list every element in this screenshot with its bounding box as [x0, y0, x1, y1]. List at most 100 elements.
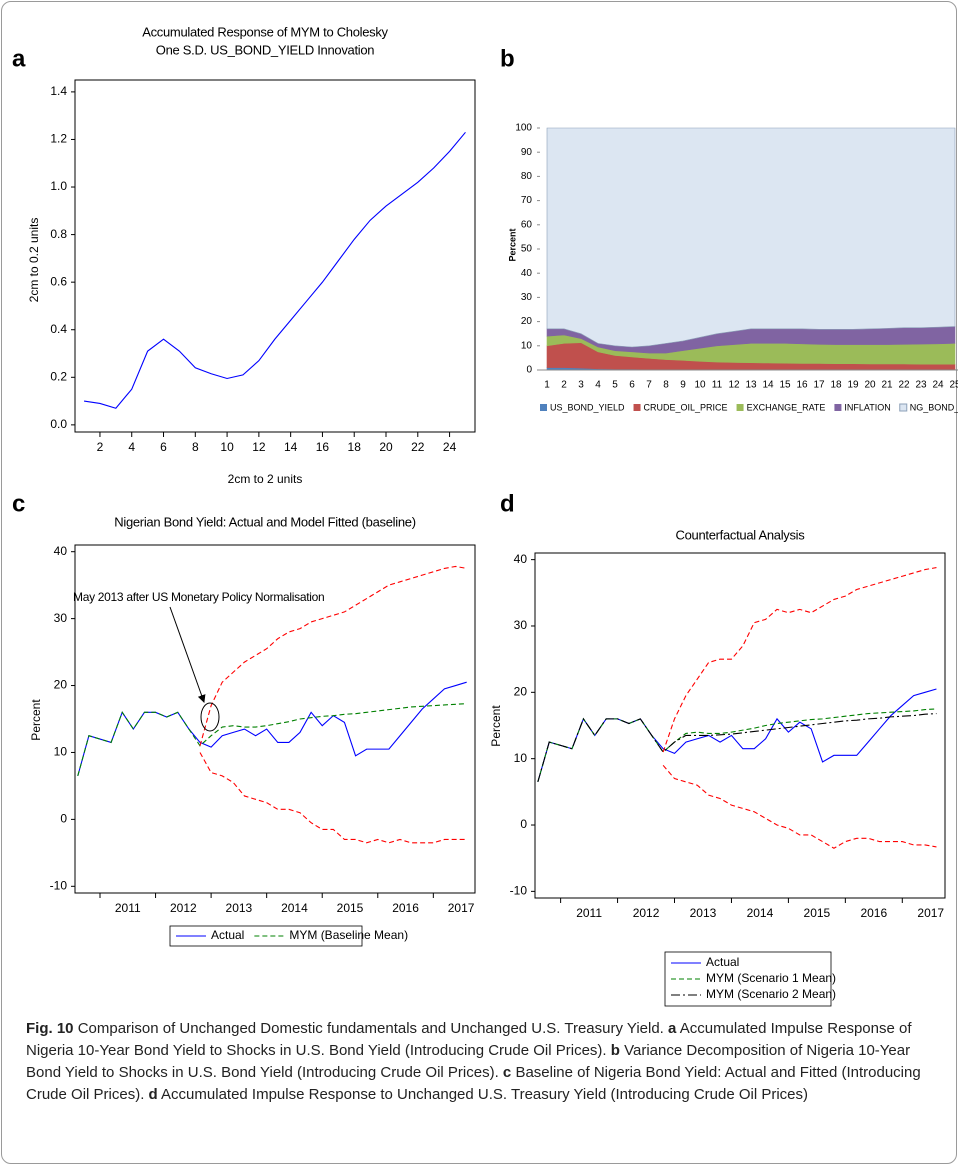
- plot-frame: [74, 79, 476, 433]
- x-tick-label: 12: [252, 440, 266, 454]
- y-tick-label: 0: [526, 365, 532, 376]
- line: [199, 565, 467, 746]
- x-tick-label: 12: [728, 380, 740, 391]
- y-tick-label: 20: [521, 316, 533, 327]
- caption-label: Fig. 10: [26, 1020, 74, 1037]
- legend-label: MYM (Scenario 1 Mean): [706, 971, 836, 985]
- panel-label: a: [12, 45, 26, 72]
- x-tick-label: 4: [128, 440, 135, 454]
- x-tick-label: 2014: [747, 906, 774, 920]
- x-tick-label: 24: [932, 380, 944, 391]
- legend-swatch: [540, 404, 547, 411]
- x-tick-label: 22: [411, 440, 425, 454]
- line: [662, 764, 937, 849]
- area: [546, 127, 956, 348]
- y-tick-label: 0.2: [50, 369, 67, 383]
- line: [83, 131, 466, 409]
- chart-title: Nigerian Bond Yield: Actual and Model Fi…: [114, 514, 415, 529]
- annotation-circle: [200, 702, 220, 732]
- line: [537, 713, 937, 783]
- x-tick-label: 2016: [392, 901, 419, 915]
- y-tick-label: 10: [521, 340, 533, 351]
- x-tick-label: 2011: [576, 906, 602, 920]
- y-tick-label: 0.8: [50, 227, 67, 241]
- chart-title: One S.D. US_BOND_YIELD Innovation: [156, 42, 375, 57]
- x-tick-label: 18: [830, 380, 842, 391]
- y-tick-label: 30: [54, 611, 68, 625]
- line: [537, 708, 937, 783]
- legend-label: MYM (Baseline Mean): [289, 928, 408, 942]
- y-tick-label: -10: [50, 878, 68, 892]
- x-tick-label: 2012: [170, 901, 197, 915]
- x-tick-label: 2011: [115, 901, 141, 915]
- y-axis-label: Percent: [29, 699, 43, 741]
- x-tick-label: 2: [561, 380, 567, 391]
- x-tick-label: 8: [663, 380, 669, 391]
- x-tick-label: 3: [578, 380, 584, 391]
- x-tick-label: 4: [595, 380, 601, 391]
- annotation-arrow: [169, 606, 206, 703]
- x-tick-label: 10: [694, 380, 706, 391]
- legend-label: Actual: [706, 955, 739, 969]
- caption-part-text: Variance Decomposition of Nigeria 10-Yea…: [26, 1042, 911, 1081]
- x-tick-label: 13: [745, 380, 757, 391]
- y-tick-label: 10: [514, 751, 528, 765]
- x-tick-label: 2017: [917, 906, 944, 920]
- y-tick-label: 20: [514, 684, 528, 698]
- legend-swatch: [834, 404, 842, 411]
- x-tick-label: 2016: [860, 906, 887, 920]
- legend-label: EXCHANGE_RATE: [747, 402, 826, 412]
- legend-swatch: [899, 403, 908, 412]
- plot-frame: [74, 544, 476, 894]
- x-tick-label: 10: [220, 440, 234, 454]
- x-tick-label: 22: [898, 380, 910, 391]
- legend-swatch: [633, 404, 641, 411]
- x-tick-label: 2017: [448, 901, 475, 915]
- x-tick-label: 17: [813, 380, 825, 391]
- legend-label: US_BOND_YIELD: [550, 402, 625, 412]
- caption-part-label: c: [502, 1064, 512, 1081]
- x-tick-label: 2015: [337, 901, 364, 915]
- x-tick-label: 15: [779, 380, 791, 391]
- y-axis-label: Percent: [489, 705, 503, 747]
- x-tick-label: 21: [881, 380, 893, 391]
- x-tick-label: 2014: [281, 901, 308, 915]
- legend-label: MYM (Scenario 2 Mean): [706, 987, 836, 1001]
- chart-title: Counterfactual Analysis: [676, 527, 806, 542]
- y-tick-label: 1.2: [50, 132, 67, 146]
- caption-part-text: Accumulated Impulse Response of Nigeria …: [26, 1020, 912, 1059]
- y-tick-label: 90: [521, 147, 533, 158]
- x-tick-label: 20: [864, 380, 876, 391]
- y-tick-label: 30: [521, 292, 533, 303]
- y-tick-label: 100: [515, 123, 532, 134]
- panel-label: b: [500, 45, 515, 72]
- y-tick-label: 40: [514, 552, 528, 566]
- line: [77, 703, 467, 777]
- legend-label: INFLATION: [844, 402, 890, 412]
- x-axis-label: 2cm to 2 units: [228, 472, 303, 486]
- legend-swatch: [736, 404, 744, 411]
- x-tick-label: 20: [379, 440, 393, 454]
- y-tick-label: 0.4: [50, 322, 67, 336]
- line: [662, 567, 937, 753]
- caption-part-text: Accumulated Impulse Response to Unchange…: [161, 1086, 809, 1103]
- x-tick-label: 5: [612, 380, 618, 391]
- figure: a Accumulated Response of MYM to Cholesky…: [12, 24, 958, 1007]
- chart-title: Accumulated Response of MYM to Cholesky: [142, 24, 388, 39]
- y-tick-label: 40: [521, 268, 533, 279]
- y-tick-label: 1.0: [50, 179, 67, 193]
- x-tick-label: 14: [284, 440, 298, 454]
- x-tick-label: 2015: [804, 906, 831, 920]
- y-tick-label: 60: [521, 219, 533, 230]
- legend-box: [664, 951, 832, 1007]
- x-tick-label: 7: [646, 380, 652, 391]
- x-tick-label: 14: [762, 380, 774, 391]
- x-tick-label: 24: [443, 440, 457, 454]
- caption-part-text: Baseline of Nigeria Bond Yield: Actual a…: [26, 1064, 921, 1103]
- x-tick-label: 1: [544, 380, 550, 391]
- x-tick-label: 25: [949, 380, 958, 391]
- line: [77, 681, 467, 777]
- y-tick-label: -10: [510, 884, 528, 898]
- x-tick-label: 16: [316, 440, 330, 454]
- x-tick-label: 18: [348, 440, 362, 454]
